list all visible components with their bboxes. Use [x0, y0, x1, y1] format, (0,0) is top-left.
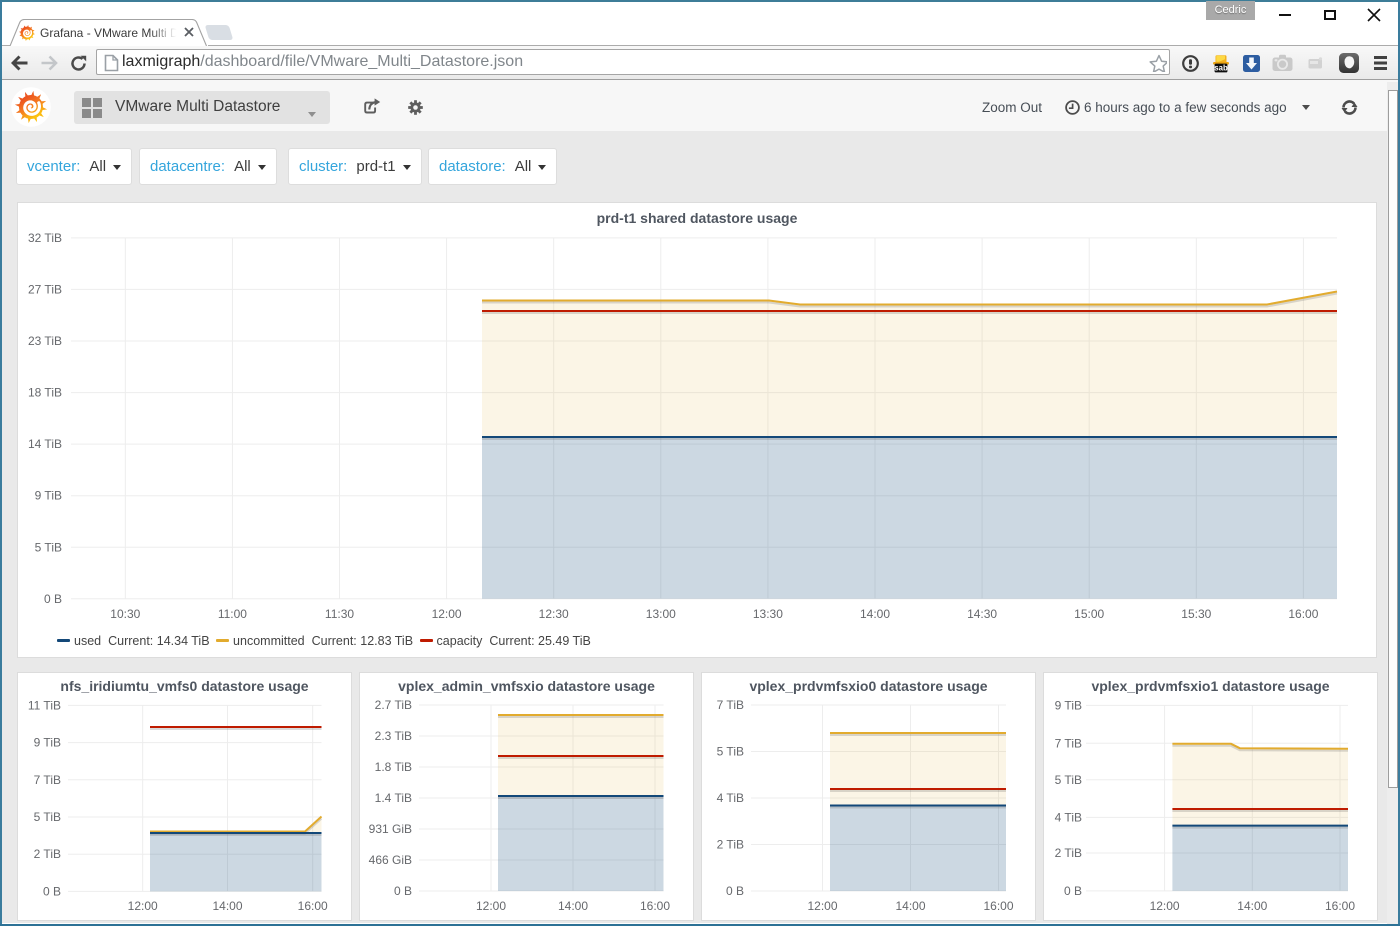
svg-text:0 B: 0 B	[726, 884, 744, 898]
svg-text:2 TiB: 2 TiB	[717, 838, 744, 852]
svg-text:27 TiB: 27 TiB	[28, 282, 62, 296]
svg-text:4 TiB: 4 TiB	[1055, 810, 1082, 824]
svg-text:16:00: 16:00	[983, 899, 1013, 913]
svg-text:11 TiB: 11 TiB	[28, 698, 61, 712]
svg-text:12:30: 12:30	[539, 607, 569, 621]
svg-text:sab: sab	[1214, 64, 1228, 73]
svg-text:23 TiB: 23 TiB	[28, 334, 62, 348]
svg-text:10:30: 10:30	[110, 607, 140, 621]
svg-text:0 B: 0 B	[43, 884, 61, 898]
svg-text:7 TiB: 7 TiB	[1055, 736, 1082, 750]
svg-text:9 TiB: 9 TiB	[35, 489, 62, 503]
svg-text:13:00: 13:00	[646, 607, 676, 621]
svg-text:2 TiB: 2 TiB	[1055, 846, 1082, 860]
svg-text:14:30: 14:30	[967, 607, 997, 621]
svg-text:16:00: 16:00	[1288, 607, 1318, 621]
svg-text:14:00: 14:00	[860, 607, 890, 621]
svg-text:7 TiB: 7 TiB	[717, 698, 744, 712]
svg-text:0 B: 0 B	[1064, 884, 1082, 898]
svg-text:14:00: 14:00	[1237, 899, 1267, 913]
svg-text:12:00: 12:00	[1150, 899, 1180, 913]
svg-text:11:00: 11:00	[218, 607, 247, 621]
svg-text:11:30: 11:30	[325, 607, 354, 621]
svg-text:1.8 TiB: 1.8 TiB	[375, 760, 412, 774]
svg-text:18 TiB: 18 TiB	[28, 386, 62, 400]
svg-text:2.3 TiB: 2.3 TiB	[375, 729, 412, 743]
svg-text:14:00: 14:00	[895, 899, 925, 913]
svg-text:12:00: 12:00	[432, 607, 462, 621]
svg-text:0 B: 0 B	[44, 592, 62, 606]
svg-text:32 TiB: 32 TiB	[28, 231, 62, 245]
svg-text:5 TiB: 5 TiB	[35, 540, 62, 554]
svg-text:16:00: 16:00	[298, 899, 328, 913]
svg-text:9 TiB: 9 TiB	[34, 736, 61, 750]
svg-text:14 TiB: 14 TiB	[28, 437, 62, 451]
svg-text:16:00: 16:00	[640, 899, 670, 913]
svg-text:4 TiB: 4 TiB	[717, 791, 744, 805]
svg-text:15:30: 15:30	[1181, 607, 1211, 621]
svg-text:5 TiB: 5 TiB	[1055, 773, 1082, 787]
svg-text:5 TiB: 5 TiB	[717, 745, 744, 759]
svg-text:1.4 TiB: 1.4 TiB	[375, 791, 412, 805]
svg-text:14:00: 14:00	[212, 899, 242, 913]
svg-text:12:00: 12:00	[476, 899, 506, 913]
svg-text:12:00: 12:00	[807, 899, 837, 913]
svg-text:12:00: 12:00	[128, 899, 158, 913]
svg-text:7 TiB: 7 TiB	[34, 773, 61, 787]
svg-text:15:00: 15:00	[1074, 607, 1104, 621]
svg-text:14:00: 14:00	[558, 899, 588, 913]
svg-text:0 B: 0 B	[394, 884, 412, 898]
svg-text:466 GiB: 466 GiB	[369, 853, 412, 867]
svg-text:9 TiB: 9 TiB	[1055, 698, 1082, 712]
svg-text:931 GiB: 931 GiB	[369, 822, 412, 836]
svg-text:2 TiB: 2 TiB	[34, 847, 61, 861]
svg-text:5 TiB: 5 TiB	[34, 810, 61, 824]
svg-text:13:30: 13:30	[753, 607, 783, 621]
svg-text:2.7 TiB: 2.7 TiB	[375, 698, 412, 712]
svg-text:16:00: 16:00	[1325, 899, 1355, 913]
